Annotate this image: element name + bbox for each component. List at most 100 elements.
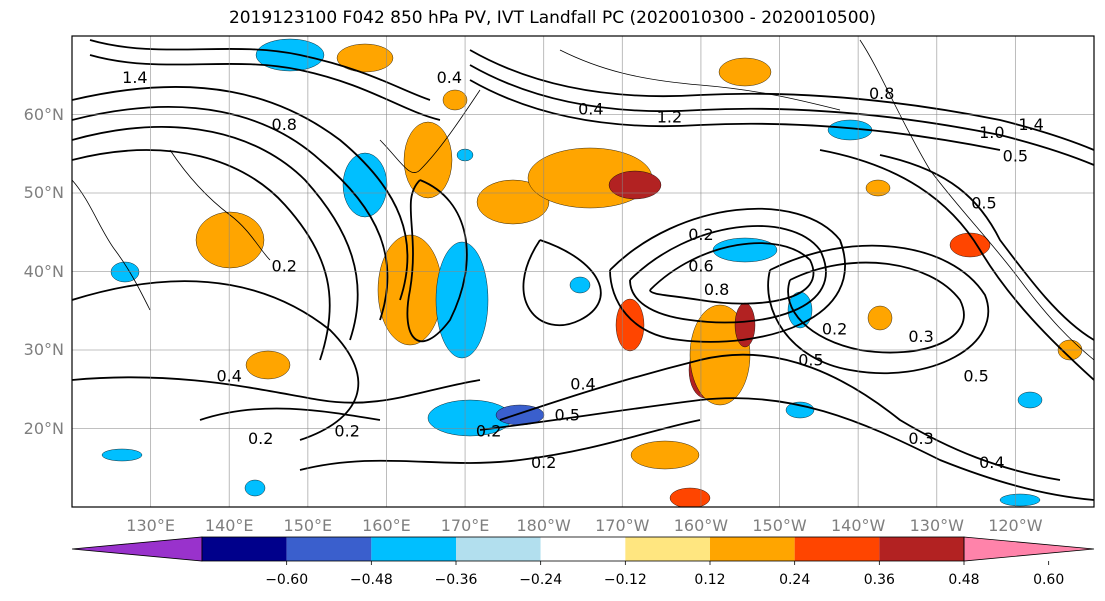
- colorbar-segment: [794, 537, 880, 561]
- contour-label: 0.5: [798, 351, 823, 370]
- lon-tick-label: 140°W: [830, 516, 886, 535]
- ivt-contour-line: [767, 244, 990, 375]
- colorbar-tick-label: 0.36: [863, 572, 895, 588]
- ivt-contour-line: [469, 49, 1094, 151]
- contour-label: 0.6: [688, 257, 713, 276]
- ivt-contour-line: [522, 239, 602, 326]
- pv-anomaly-blob: [867, 305, 893, 331]
- colorbar-segment: [371, 537, 456, 561]
- pv-anomaly-blob: [669, 487, 711, 507]
- colorbar-tick-label: −0.48: [349, 572, 393, 588]
- contour-label: 0.2: [688, 225, 713, 244]
- ivt-contour-line: [819, 149, 1094, 381]
- pv-anomaly-blob: [1017, 391, 1043, 409]
- colorbar-segment: [710, 537, 795, 561]
- colorbar-frame: [201, 536, 965, 562]
- ivt-contour-line: [629, 225, 827, 324]
- contour-label: 0.4: [217, 366, 242, 385]
- ivt-contour-line: [72, 126, 359, 341]
- pv-anomaly-blob: [245, 350, 291, 380]
- contour-label: 0.8: [704, 280, 729, 299]
- lon-tick-label: 160°E: [362, 516, 411, 535]
- colorbar-segment: [202, 537, 287, 561]
- colorbar-tick-label: −0.24: [519, 572, 563, 588]
- ivt-contour-line: [72, 86, 409, 301]
- contour-label: 0.3: [908, 429, 933, 448]
- contour-label: 0.4: [570, 374, 595, 393]
- lon-tick-label: 150°W: [752, 516, 807, 535]
- ivt-contour-line: [479, 397, 1094, 501]
- ivt-contour-line: [299, 419, 701, 471]
- contour-label: 0.8: [272, 115, 297, 134]
- colorbar-segment: [456, 537, 541, 561]
- colorbar-tick-label: 0.12: [694, 572, 726, 588]
- ivt-contour-line: [406, 179, 468, 343]
- chart-title: 2019123100 F042 850 hPa PV, IVT Landfall…: [228, 8, 876, 28]
- lon-tick-label: 130°E: [126, 516, 175, 535]
- ivt-contour-line: [469, 79, 1001, 151]
- contour-label: 1.0: [979, 123, 1004, 142]
- pv-anomaly-blob: [615, 298, 645, 352]
- pv-anomaly-blob: [110, 261, 140, 283]
- pv-anomaly-blob: [336, 43, 394, 73]
- ivt-contour-line: [787, 261, 965, 354]
- lon-tick-label: 140°E: [204, 516, 254, 535]
- ivt-contour-line: [72, 149, 331, 361]
- colorbar-tick-label: −0.60: [265, 572, 309, 588]
- pv-anomaly-blob: [403, 121, 453, 199]
- contour-label: 1.4: [1018, 115, 1043, 134]
- colorbar-extend-high: [963, 536, 1095, 562]
- contour-label: 0.5: [971, 194, 996, 213]
- contour-label: 0.2: [272, 257, 297, 276]
- ivt-contour-line: [199, 407, 381, 421]
- map-frame: [71, 35, 1095, 508]
- ivt-contour-line: [89, 39, 431, 101]
- lon-tick-label: 120°W: [988, 516, 1043, 535]
- pv-anomaly-blob: [999, 493, 1041, 507]
- colorbar-segment: [540, 537, 626, 561]
- coastline: [72, 179, 151, 311]
- pv-anomaly-blob: [435, 241, 489, 359]
- contour-label: 0.2: [248, 429, 273, 448]
- ivt-contour-line: [499, 353, 1061, 481]
- contour-label: 0.5: [1003, 147, 1028, 166]
- lat-tick-label: 20°N: [23, 418, 64, 438]
- contour-label: 0.3: [908, 327, 933, 346]
- ivt-contour-line: [72, 376, 481, 404]
- pv-anomaly-blob: [442, 89, 468, 111]
- contour-label: 0.2: [531, 453, 556, 472]
- pv-anomaly-blob: [195, 211, 265, 269]
- pv-anomaly-blob: [865, 179, 891, 197]
- contour-label: 0.5: [555, 406, 580, 425]
- pv-anomaly-blob: [630, 440, 700, 470]
- colorbar-tick-label: 0.48: [948, 572, 980, 588]
- lon-tick-label: 160°W: [673, 516, 729, 535]
- ivt-contour-line: [879, 154, 1094, 341]
- lat-tick-label: 40°N: [23, 261, 64, 281]
- colorbar-tick-label: −0.36: [434, 572, 478, 588]
- lon-tick-label: 170°E: [440, 516, 490, 535]
- contour-label: 0.8: [869, 84, 894, 103]
- coastline: [169, 149, 271, 261]
- pv-anomaly-blob: [101, 448, 143, 462]
- contour-label: 1.2: [657, 107, 682, 126]
- map-content: 1.4 0.8 0.4 0.4 1.2 0.8 1.4 1.0 0.5 0.5 0.2 0.2 0.6 0…: [72, 36, 1094, 507]
- lat-tick-label: 60°N: [23, 104, 64, 124]
- pv-anomaly-blob: [476, 179, 550, 225]
- pv-anomaly-blob: [342, 152, 388, 218]
- colorbar-segment: [879, 537, 964, 561]
- lat-tick-label: 50°N: [23, 183, 64, 202]
- contour-label: 0.2: [822, 319, 847, 338]
- contour-label: 0.4: [979, 453, 1004, 472]
- ivt-contour-line: [469, 64, 1094, 166]
- contour-label: 0.4: [578, 100, 603, 119]
- colorbar-segment: [286, 537, 372, 561]
- colorbar-extend-low: [71, 536, 203, 562]
- pv-anomaly-blob: [255, 38, 325, 72]
- contour-label: 0.5: [963, 366, 988, 385]
- lon-tick-label: 130°W: [909, 516, 964, 535]
- lon-tick-label: 170°W: [595, 516, 650, 535]
- ivt-contour-line: [72, 280, 360, 441]
